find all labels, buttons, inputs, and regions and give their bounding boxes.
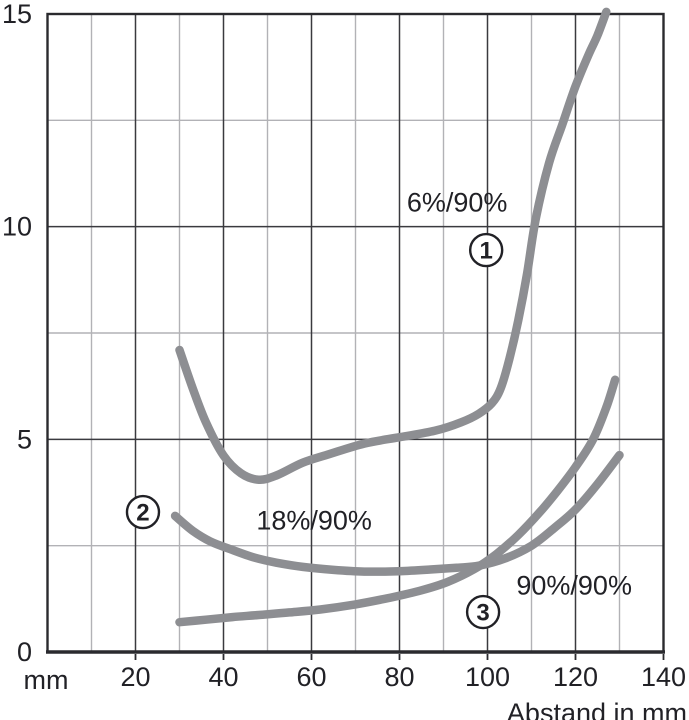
- curve-number-circle-3: [465, 594, 501, 630]
- curve-3: [175, 375, 620, 627]
- annotation-label: 18%/90%: [256, 506, 372, 536]
- curve-number-1: 1: [480, 238, 493, 265]
- x-tick-label: 120: [553, 662, 598, 692]
- curve-number-3: 3: [476, 600, 489, 627]
- x-tick-label: 40: [208, 662, 238, 692]
- curve-1: [175, 7, 611, 484]
- curve-number-2: 2: [136, 500, 149, 527]
- x-tick-label: 80: [384, 662, 414, 692]
- y-axis-unit-label: mm: [23, 665, 69, 695]
- annotation-label: 6%/90%: [407, 187, 508, 217]
- curve-number-circle-2: [125, 494, 161, 530]
- y-tick-label: 10: [2, 212, 32, 242]
- y-tick-label: 15: [2, 0, 32, 29]
- x-axis-title: Abstand in mm: [506, 698, 687, 720]
- annotation-label: 90%/90%: [516, 570, 632, 600]
- y-tick-label: 0: [17, 637, 32, 667]
- curve-number-circle-1: [468, 232, 504, 268]
- x-tick-label: 100: [465, 662, 510, 692]
- curve-2: [170, 450, 624, 576]
- y-tick-label: 5: [17, 424, 32, 454]
- x-tick-label: 140: [641, 662, 686, 692]
- x-tick-label: 20: [120, 662, 150, 692]
- x-tick-label: 60: [296, 662, 326, 692]
